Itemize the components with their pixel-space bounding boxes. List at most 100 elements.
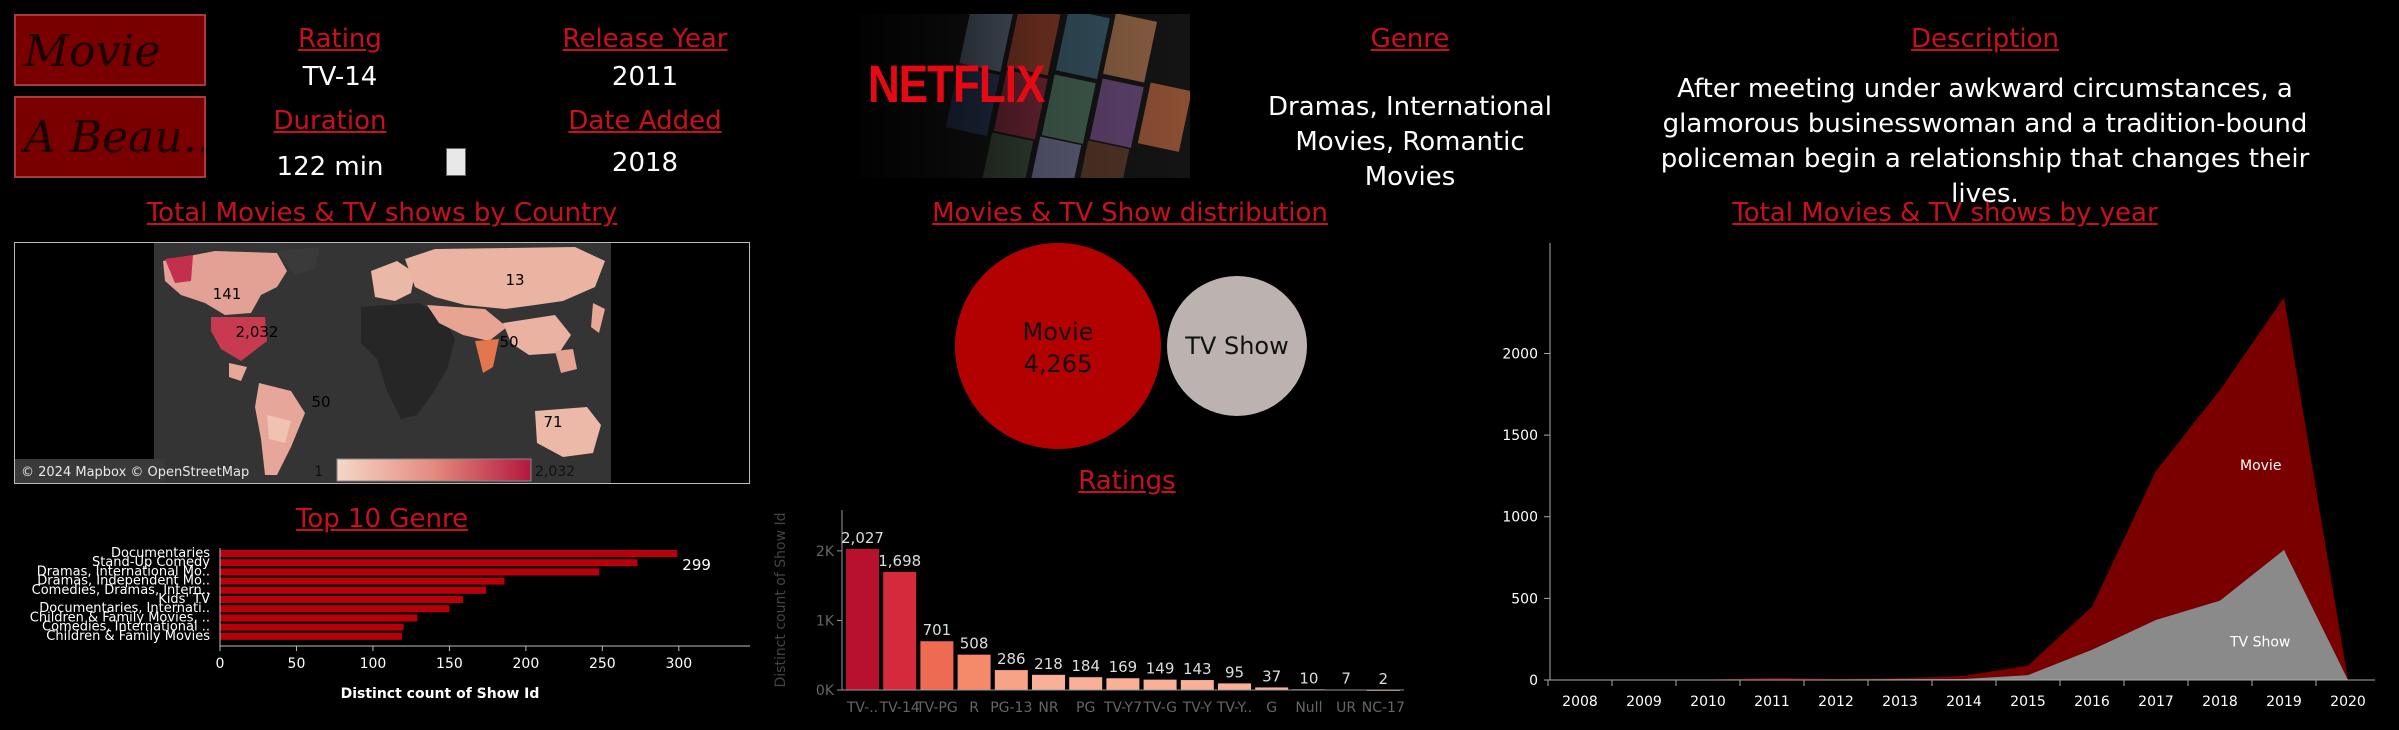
rating-category-label: TV-Y — [1182, 700, 1213, 716]
rating-bar[interactable] — [1069, 677, 1103, 690]
rating-bar-value: 508 — [960, 635, 989, 653]
rating-bar[interactable] — [1143, 679, 1177, 690]
rating-bar[interactable] — [1180, 680, 1214, 690]
description-value: After meeting under awkward circumstance… — [1660, 74, 2310, 209]
yearly-x-tick-label: 2018 — [2202, 694, 2238, 710]
netflix-logo: NETFLIX — [868, 55, 1045, 114]
title-label: A Beau.. — [24, 112, 206, 163]
genre-bar[interactable] — [220, 550, 678, 557]
distribution-title: Movies & TV Show distribution — [932, 198, 1328, 228]
genre-x-tick-label: 50 — [288, 656, 306, 672]
rating-bar-value: 143 — [1183, 660, 1212, 678]
rating-bar-value: 95 — [1225, 663, 1244, 681]
rating-category-label: TV-Y7 — [1103, 700, 1142, 716]
genre-label: Documentaries — [111, 546, 210, 561]
map-label-canada: 141 — [213, 285, 242, 303]
date-added-title: Date Added — [568, 106, 722, 136]
release-year-title: Release Year — [562, 24, 728, 54]
map-label-brazil: 50 — [311, 393, 330, 411]
rating-bar[interactable] — [883, 571, 917, 690]
rating-bar-value: 2,027 — [841, 529, 884, 547]
genre-bar[interactable] — [220, 586, 487, 594]
yearly-y-tick-label: 0 — [1529, 673, 1538, 689]
yearly-x-tick-label: 2015 — [2010, 694, 2046, 710]
genre-x-tick-label: 300 — [665, 656, 692, 672]
rating-bar-value: 218 — [1034, 655, 1063, 673]
ratings-chart: 0K 1K 2K 2,027 TV-.. 1,698 TV-14 701 TV-PG 508 R 28… — [773, 510, 1405, 716]
duration-title: Duration — [273, 106, 387, 136]
genre-bar[interactable] — [220, 632, 402, 640]
ratings-y-tick-label: 2K — [816, 544, 835, 560]
type-label: Movie — [24, 26, 161, 77]
rating-category-label: R — [969, 700, 979, 716]
map-label-asia: 50 — [499, 333, 518, 351]
yearly-x-tick-label: 2014 — [1946, 694, 1982, 710]
genre-bar[interactable] — [220, 605, 450, 613]
map-title: Total Movies & TV shows by Country — [146, 198, 618, 228]
rating-bar[interactable] — [1106, 678, 1140, 690]
genre-label: Children & Family Movies, .. — [30, 610, 210, 625]
rating-bar[interactable] — [1218, 683, 1251, 690]
map-legend-max: 2,032 — [535, 464, 575, 480]
rating-bar[interactable] — [1032, 674, 1065, 690]
yearly-x-tick-label: 2013 — [1882, 694, 1918, 710]
map-legend-gradient — [336, 458, 532, 482]
rating-bar[interactable] — [957, 654, 991, 690]
genre-value: Dramas, International Movies, Romantic M… — [1268, 92, 1552, 192]
country-map[interactable]: 141 13 2,032 50 50 71 © 2024 Mapbox © Op… — [14, 242, 750, 484]
genre-label: Comedies, International .. — [42, 620, 210, 635]
rating-category-label: NC-17 — [1362, 700, 1405, 716]
yearly-x-tick-label: 2012 — [1818, 694, 1854, 710]
yearly-y-tick-label: 500 — [1511, 591, 1538, 607]
bubble-movie[interactable] — [955, 243, 1161, 449]
rating-category-label: PG — [1076, 700, 1095, 716]
genre-label: Dramas, Independent Mo.. — [37, 574, 210, 589]
rating-category-label: TV-G — [1142, 700, 1177, 716]
yearly-title: Total Movies & TV shows by year — [1732, 198, 2158, 228]
genre-bar[interactable] — [220, 623, 404, 631]
genre-bar[interactable] — [220, 614, 418, 622]
map-label-usa: 2,032 — [236, 323, 279, 341]
yearly-x-tick-label: 2011 — [1754, 694, 1790, 710]
rating-bar-value: 10 — [1299, 669, 1318, 687]
genre-x-tick-label: 0 — [216, 656, 225, 672]
bubble-movie-value: 4,265 — [1024, 350, 1093, 378]
yearly-x-tick-label: 2008 — [1562, 694, 1598, 710]
map-attribution[interactable]: © 2024 Mapbox © OpenStreetMap — [21, 465, 249, 480]
ratings-title: Ratings — [1078, 466, 1176, 496]
yearly-x-tick-label: 2017 — [2138, 694, 2174, 710]
date-added-value: 2018 — [611, 148, 679, 178]
rating-bar[interactable] — [846, 548, 879, 690]
rating-bar[interactable] — [1255, 687, 1289, 690]
rating-bar[interactable] — [994, 670, 1028, 690]
bubble-tv-show[interactable] — [1167, 275, 1308, 417]
genre-bar[interactable] — [220, 577, 505, 585]
genre-title: Genre — [1370, 24, 1450, 54]
genre-bar[interactable] — [220, 596, 464, 603]
rating-category-label: PG-13 — [990, 700, 1032, 716]
genre-label: Dramas, International Mo.. — [37, 564, 210, 579]
yearly-y-tick-label: 1500 — [1502, 428, 1538, 444]
top-genre-title: Top 10 Genre — [295, 504, 469, 534]
genre-label: Stand-Up Comedy — [92, 555, 210, 570]
scroll-handle[interactable] — [446, 148, 466, 176]
description-title: Description — [1910, 24, 2060, 54]
area-tv-show[interactable] — [1580, 549, 2348, 680]
type-card: Movie — [14, 14, 206, 86]
rating-bar-value: 7 — [1341, 670, 1351, 688]
genre-bar[interactable] — [220, 559, 638, 567]
duration-value: 122 min — [276, 152, 384, 182]
rating-bar-value: 286 — [997, 650, 1026, 668]
genre-label: Kids' TV — [158, 592, 210, 607]
rating-title: Rating — [298, 24, 382, 54]
ratings-y-tick-label: 1K — [816, 613, 835, 629]
genre-label: Children & Family Movies — [46, 629, 210, 644]
genre-bar[interactable] — [220, 568, 600, 576]
genre-label: Comedies, Dramas, Intern.. — [32, 583, 210, 598]
yearly-y-tick-label: 2000 — [1502, 346, 1538, 362]
netflix-banner: NETFLIX — [856, 14, 1190, 178]
area-movie[interactable] — [1580, 297, 2348, 680]
rating-value: TV-14 — [302, 62, 378, 92]
rating-bar[interactable] — [920, 641, 954, 690]
